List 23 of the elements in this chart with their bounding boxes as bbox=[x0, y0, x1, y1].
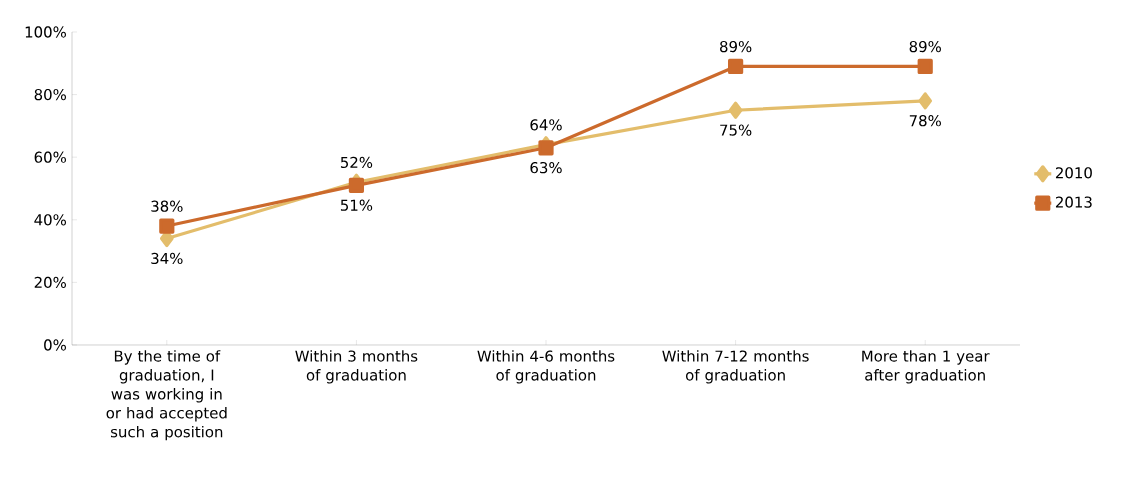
legend-label: 2013 bbox=[1055, 196, 1092, 208]
y-tick-label: 0% bbox=[44, 339, 66, 351]
data-label: 51% bbox=[340, 199, 373, 211]
data-label: 75% bbox=[720, 124, 752, 136]
x-tick-label: Within 4-6 months of graduation bbox=[477, 350, 615, 384]
x-tick-label: Within 3 months of graduation bbox=[295, 350, 418, 384]
data-label: 63% bbox=[530, 161, 562, 174]
legend-label: 2010 bbox=[1055, 167, 1092, 179]
data-label: 34% bbox=[151, 252, 183, 265]
y-tick-label: 80% bbox=[34, 88, 66, 101]
data-label: 89% bbox=[909, 40, 941, 53]
y-tick-label: 40% bbox=[34, 214, 66, 226]
data-label: 78% bbox=[909, 115, 941, 127]
data-label: 89% bbox=[720, 40, 752, 53]
y-tick-label: 20% bbox=[34, 276, 66, 289]
data-label: 52% bbox=[340, 156, 373, 169]
y-tick-label: 100% bbox=[25, 26, 66, 38]
x-tick-label: Within 7-12 months of graduation bbox=[662, 350, 809, 384]
x-tick-label: More than 1 year after graduation bbox=[862, 350, 990, 384]
data-label: 64% bbox=[530, 119, 562, 131]
data-label: 38% bbox=[151, 200, 183, 212]
x-tick-label: By the time of graduation, I was working in or had accepted such a position bbox=[106, 350, 227, 441]
y-tick-label: 60% bbox=[34, 151, 66, 163]
